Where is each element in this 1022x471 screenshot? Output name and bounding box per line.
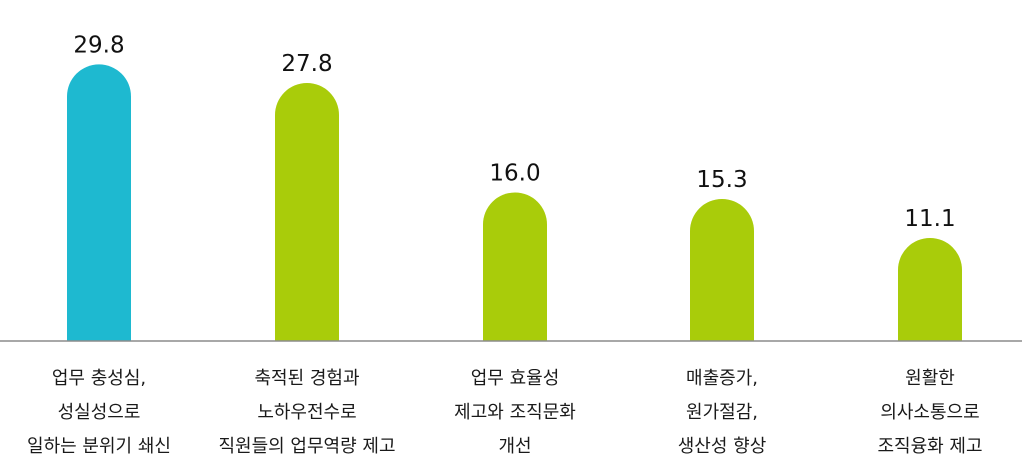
value-label-3: 16.0 [489,161,540,187]
category-label-3-line-1: 업무 효율성 [471,368,560,389]
category-label-3-line-2: 제고와 조직문화 [454,402,576,423]
category-label-5-line-1: 원활한 [905,368,955,389]
value-label-1: 29.8 [73,32,124,58]
bar-3 [483,192,547,341]
category-label-3-line-3: 개선 [498,436,531,457]
value-labels-group: 29.8 27.8 16.0 15.3 11.1 [73,32,955,232]
category-label-4: 매출증가, 원가절감, 생산성 향상 [678,368,767,457]
category-label-1-line-3: 일하는 분위기 쇄신 [27,436,171,457]
bar-1 [67,64,131,341]
category-label-4-line-3: 생산성 향상 [678,436,767,457]
category-label-1-line-1: 업무 충성심, [52,368,146,389]
category-label-1-line-2: 성실성으로 [58,402,141,423]
category-label-2-line-2: 노하우전수로 [257,402,356,423]
bar-4 [690,198,754,341]
bar-5 [898,237,962,341]
category-label-5-line-2: 의사소통으로 [880,402,979,423]
category-label-2-line-3: 직원들의 업무역량 제고 [218,436,395,457]
category-label-5-line-3: 조직융화 제고 [877,436,982,457]
category-label-4-line-2: 원가절감, [686,402,758,423]
bar-2 [275,82,339,341]
value-label-2: 27.8 [281,51,332,77]
value-label-5: 11.1 [904,206,955,232]
bars-group [67,64,962,341]
category-label-2-line-1: 축적된 경험과 [254,368,359,389]
category-label-4-line-1: 매출증가, [686,368,758,389]
value-label-4: 15.3 [696,167,747,193]
